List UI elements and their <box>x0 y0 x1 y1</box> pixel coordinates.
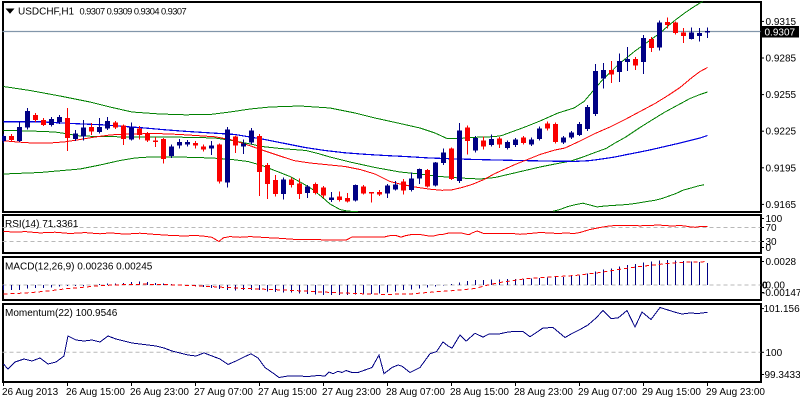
svg-text:101.1568: 101.1568 <box>764 304 800 315</box>
svg-text:0.9285: 0.9285 <box>766 54 797 65</box>
svg-text:29 Aug 15:00: 29 Aug 15:00 <box>642 387 701 398</box>
svg-text:Momentum(22) 100.9546: Momentum(22) 100.9546 <box>5 308 118 319</box>
svg-text:0.9195: 0.9195 <box>766 163 797 174</box>
svg-text:27 Aug 23:00: 27 Aug 23:00 <box>322 387 381 398</box>
svg-text:28 Aug 15:00: 28 Aug 15:00 <box>450 387 509 398</box>
svg-text:29 Aug 07:00: 29 Aug 07:00 <box>578 387 637 398</box>
svg-text:0: 0 <box>766 243 772 254</box>
svg-text:26 Aug 15:00: 26 Aug 15:00 <box>66 387 125 398</box>
svg-text:26 Aug 23:00: 26 Aug 23:00 <box>130 387 189 398</box>
svg-text:29 Aug 23:00: 29 Aug 23:00 <box>706 387 765 398</box>
svg-text:0.0028: 0.0028 <box>766 257 797 268</box>
svg-text:RSI(14) 71.3361: RSI(14) 71.3361 <box>5 219 79 230</box>
svg-text:0.9225: 0.9225 <box>766 127 797 138</box>
svg-text:0: 0 <box>762 281 768 292</box>
svg-text:28 Aug 23:00: 28 Aug 23:00 <box>514 387 573 398</box>
svg-text:70: 70 <box>766 223 778 234</box>
svg-text:-0.00147: -0.00147 <box>762 288 800 299</box>
svg-text:0.9255: 0.9255 <box>766 90 797 101</box>
svg-text:MACD(12,26,9) 0.00236 0.00245: MACD(12,26,9) 0.00236 0.00245 <box>5 261 153 272</box>
svg-text:0.9165: 0.9165 <box>766 200 797 211</box>
svg-text:100: 100 <box>766 348 783 359</box>
svg-text:99.3433: 99.3433 <box>765 370 800 381</box>
svg-text:27 Aug 07:00: 27 Aug 07:00 <box>194 387 253 398</box>
svg-text:0.9307: 0.9307 <box>765 27 796 38</box>
svg-text:26 Aug 2013: 26 Aug 2013 <box>2 387 59 398</box>
svg-text:USDCHF,H1: USDCHF,H1 <box>18 6 75 17</box>
svg-text:0.9307 0.9309 0.9304 0.9307: 0.9307 0.9309 0.9304 0.9307 <box>80 6 187 16</box>
svg-text:27 Aug 15:00: 27 Aug 15:00 <box>258 387 317 398</box>
svg-text:28 Aug 07:00: 28 Aug 07:00 <box>386 387 445 398</box>
